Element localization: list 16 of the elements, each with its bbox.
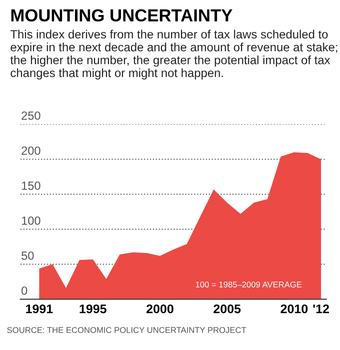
x-tick-label: 2000 <box>146 304 174 314</box>
y-tick-label: 50 <box>22 251 34 260</box>
chart-title: MOUNTING UNCERTAINTY <box>11 9 232 22</box>
y-tick-label: 150 <box>22 181 40 190</box>
y-tick-label: 200 <box>22 146 40 155</box>
source-note: SOURCE: THE ECONOMIC POLICY UNCERTAINTY PROJECT <box>7 327 246 333</box>
y-tick-label: 100 <box>22 216 40 225</box>
x-tick-label: '12 <box>313 304 329 314</box>
y-tick-label: 0 <box>22 286 28 295</box>
x-tick-label: 1991 <box>26 304 53 314</box>
annotation: 100 = 1985–2009 AVERAGE <box>196 282 302 288</box>
x-tick-label: 1995 <box>80 304 106 314</box>
y-tick-label: 250 <box>22 111 40 120</box>
x-tick-label: 2005 <box>214 304 241 314</box>
chart-subtitle: This index derives from the number of tax laws scheduled to expire in the next decade and the amount of revenue at stake; the higher the number, the greater the potential impact of tax changes that might or might not happen. <box>10 30 338 80</box>
x-tick-label: 2010 <box>280 304 308 314</box>
